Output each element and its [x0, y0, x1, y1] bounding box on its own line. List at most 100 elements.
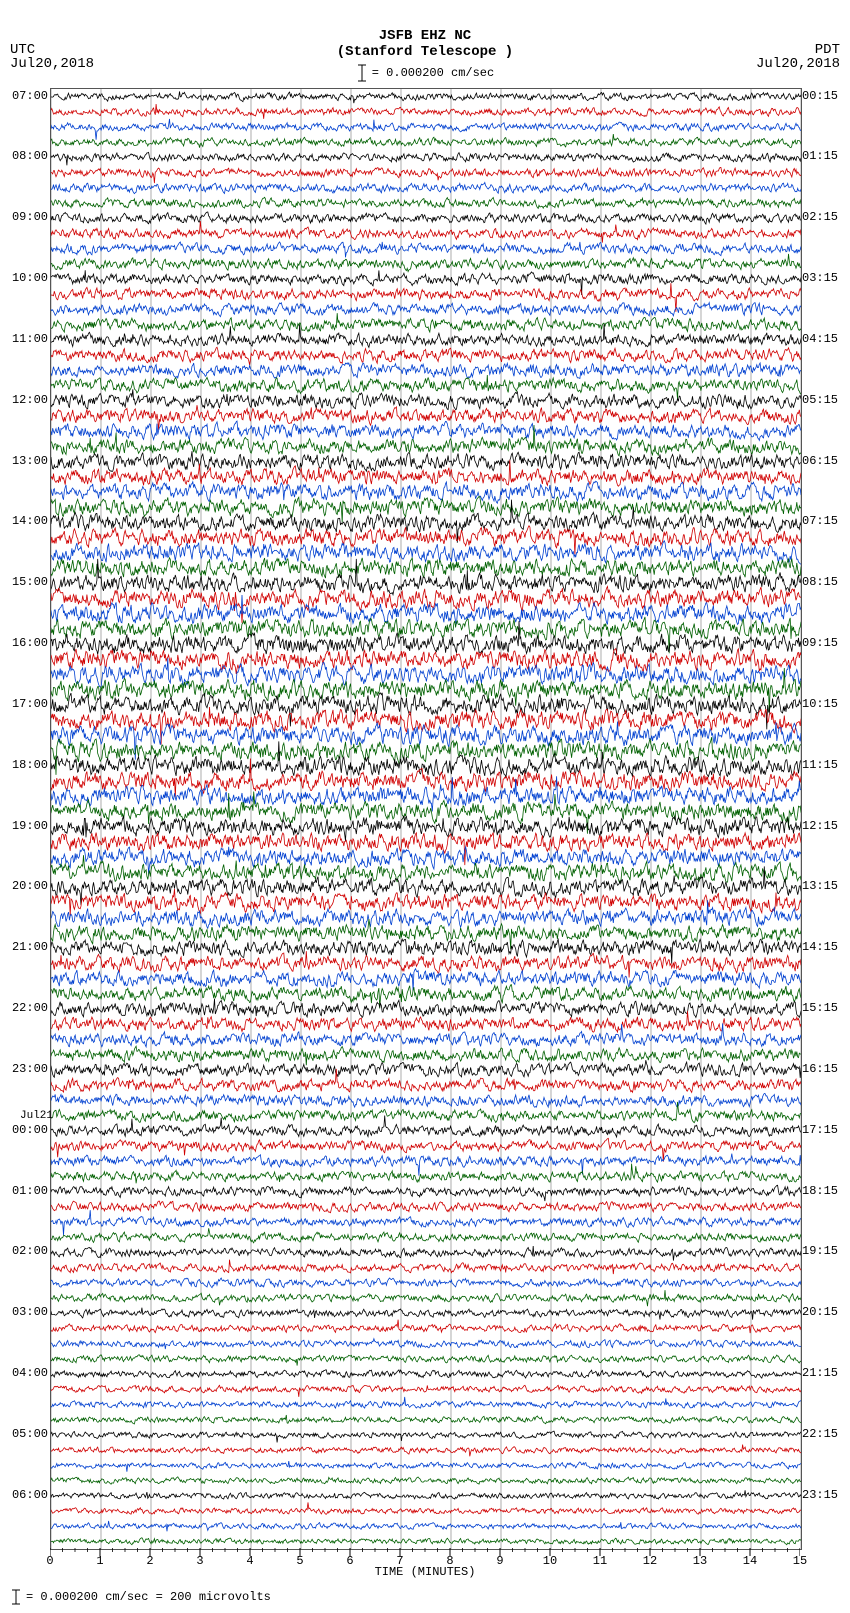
pdt-time-label: 23:15 [802, 1488, 838, 1502]
seismogram-trace [51, 363, 801, 379]
pdt-time-label: 19:15 [802, 1244, 838, 1258]
seismogram-trace [51, 1538, 801, 1545]
scale-bar-icon [356, 64, 368, 82]
seismogram-trace [51, 1370, 801, 1378]
seismogram-trace [51, 389, 801, 409]
seismogram-trace [51, 900, 801, 928]
seismogram-trace [51, 1164, 801, 1184]
utc-time-label: 04:00 [10, 1366, 48, 1380]
utc-time-label: 19:00 [10, 819, 48, 833]
x-tick-label: 8 [446, 1554, 453, 1568]
seismogram-trace [51, 1046, 801, 1065]
x-tick-label: 13 [693, 1554, 707, 1568]
pdt-time-label: 20:15 [802, 1305, 838, 1319]
seismogram-trace [51, 212, 801, 224]
seismogram-trace [51, 1445, 801, 1457]
utc-time-label: 14:00 [10, 514, 48, 528]
seismogram-trace [51, 134, 801, 148]
seismogram-trace [51, 303, 801, 317]
seismogram-trace [51, 1260, 801, 1274]
pdt-time-label: 18:15 [802, 1184, 838, 1198]
seismogram-trace [51, 1278, 801, 1288]
seismogram-trace [51, 1290, 801, 1306]
seismogram-trace [51, 1415, 801, 1424]
seismogram-trace [51, 1502, 801, 1514]
utc-time-label: 05:00 [10, 1427, 48, 1441]
seismogram-trace [51, 1320, 801, 1333]
utc-time-label: 23:00 [10, 1062, 48, 1076]
pdt-time-label: 02:15 [802, 210, 838, 224]
seismogram-trace [51, 1490, 801, 1499]
seismogram-trace [51, 1154, 801, 1176]
station-name-subtitle: (Stanford Telescope ) [0, 44, 850, 60]
pdt-time-label: 03:15 [802, 271, 838, 285]
utc-time-label: 01:00 [10, 1184, 48, 1198]
seismogram-trace [51, 1308, 801, 1320]
x-tick-label: 10 [543, 1554, 557, 1568]
seismogram-trace [51, 1138, 801, 1161]
utc-time-label: 17:00 [10, 697, 48, 711]
seismogram-trace [51, 526, 801, 555]
pdt-time-label: 13:15 [802, 879, 838, 893]
pdt-time-label: 05:15 [802, 393, 838, 407]
utc-time-label: 20:00 [10, 879, 48, 893]
utc-time-label: 06:00 [10, 1488, 48, 1502]
utc-time-label: 09:00 [10, 210, 48, 224]
helicorder-svg [51, 89, 801, 1549]
seismogram-trace [51, 1521, 801, 1531]
utc-time-label: 22:00 [10, 1001, 48, 1015]
seismogram-trace [51, 816, 801, 841]
pdt-time-label: 15:15 [802, 1001, 838, 1015]
x-axis-ticks [50, 1548, 800, 1560]
seismogram-trace [51, 1431, 801, 1442]
x-tick-label: 7 [396, 1554, 403, 1568]
seismogram-trace [51, 375, 801, 399]
utc-time-label: 18:00 [10, 758, 48, 772]
x-tick-label: 3 [196, 1554, 203, 1568]
seismogram-trace [51, 1210, 801, 1235]
pdt-time-label: 01:15 [802, 149, 838, 163]
seismogram-trace [51, 1185, 801, 1201]
seismogram-trace [51, 889, 801, 916]
utc-time-label: 00:00 [10, 1123, 48, 1137]
pdt-time-label: 17:15 [802, 1123, 838, 1137]
utc-time-label: 13:00 [10, 454, 48, 468]
seismogram-trace [51, 866, 801, 905]
station-channel-title: JSFB EHZ NC [0, 28, 850, 44]
x-tick-label: 0 [46, 1554, 53, 1568]
x-tick-label: 1 [96, 1554, 103, 1568]
seismogram-trace [51, 1102, 801, 1123]
seismogram-page: JSFB EHZ NC (Stanford Telescope ) = 0.00… [0, 0, 850, 1613]
seismogram-trace [51, 1355, 801, 1366]
seismogram-trace [51, 999, 801, 1018]
seismogram-trace [51, 283, 801, 312]
pdt-time-label: 07:15 [802, 514, 838, 528]
seismogram-trace [51, 405, 801, 430]
pdt-time-label: 16:15 [802, 1062, 838, 1076]
seismogram-trace [51, 197, 801, 208]
pdt-time-label: 14:15 [802, 940, 838, 954]
pdt-time-label: 09:15 [802, 636, 838, 650]
calibration-scale: = 0.000200 cm/sec [0, 64, 850, 82]
utc-time-label: 11:00 [10, 332, 48, 346]
seismogram-trace [51, 313, 801, 332]
x-axis-label: TIME (MINUTES) [0, 1565, 850, 1579]
utc-time-label: 08:00 [10, 149, 48, 163]
x-tick-label: 2 [146, 1554, 153, 1568]
pdt-time-label: 22:15 [802, 1427, 838, 1441]
seismogram-trace [51, 617, 801, 653]
pdt-time-label: 10:15 [802, 697, 838, 711]
x-tick-label: 5 [296, 1554, 303, 1568]
x-tick-label: 4 [246, 1554, 253, 1568]
seismogram-trace [51, 91, 801, 103]
date-right-label: Jul20,2018 [756, 56, 840, 72]
x-tick-label: 6 [346, 1554, 353, 1568]
seismogram-trace [51, 1201, 801, 1213]
scale-bar-icon [10, 1589, 22, 1605]
calibration-scale-text: = 0.000200 cm/sec [372, 66, 494, 80]
seismogram-trace [51, 119, 801, 140]
seismogram-trace [51, 586, 801, 622]
utc-time-label: 15:00 [10, 575, 48, 589]
seismogram-trace [51, 707, 801, 745]
seismogram-trace [51, 1060, 801, 1078]
